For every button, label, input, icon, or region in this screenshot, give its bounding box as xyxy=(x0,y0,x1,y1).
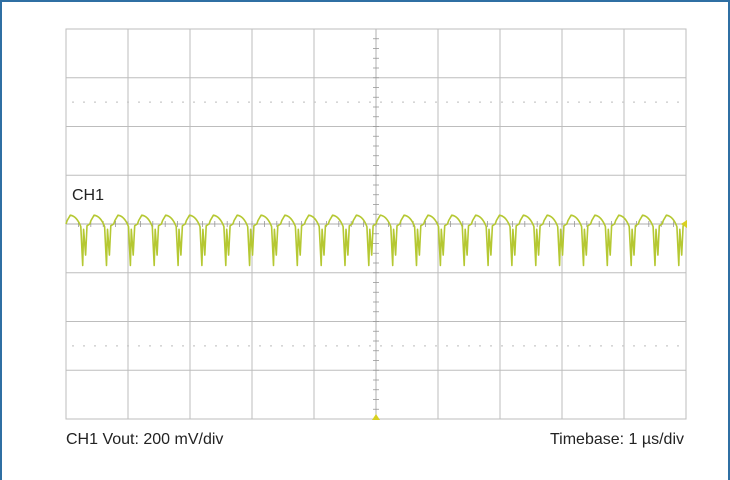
waveform-trace xyxy=(65,214,687,267)
channel-label: CH1 xyxy=(72,187,104,204)
trigger-position-marker xyxy=(372,414,380,420)
trigger-level-marker xyxy=(681,220,687,228)
timebase-caption: Timebase: 1 µs/div xyxy=(549,431,684,448)
markers xyxy=(372,220,687,420)
vertical-scale-caption: CH1 Vout: 200 mV/div xyxy=(66,431,224,448)
ch1-trace xyxy=(65,214,687,267)
